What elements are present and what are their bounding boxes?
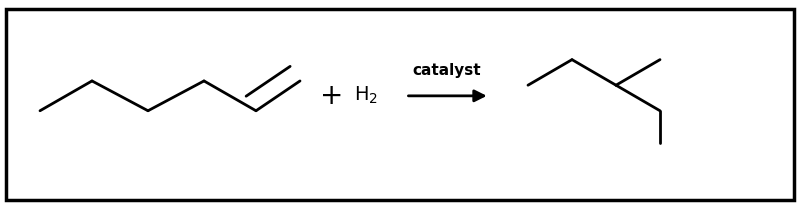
Text: H$_2$: H$_2$ <box>354 85 378 106</box>
Text: +: + <box>320 82 344 110</box>
Text: catalyst: catalyst <box>412 63 481 78</box>
